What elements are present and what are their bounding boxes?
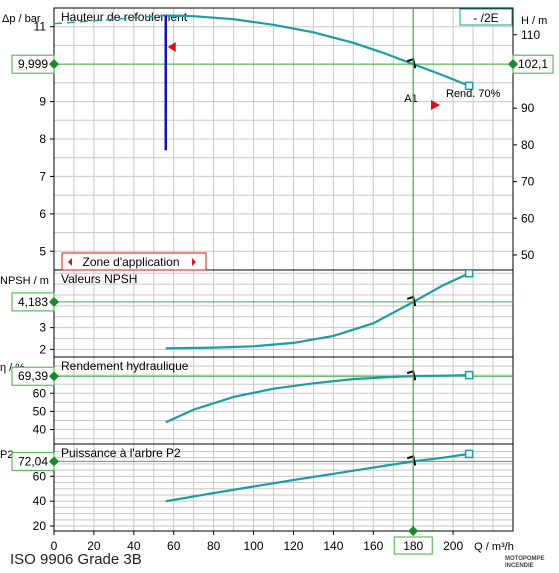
zone-box-right-arrow xyxy=(192,258,196,266)
right-readout: 102,1 xyxy=(518,57,548,71)
x-tick-label: 120 xyxy=(283,539,303,553)
panel-frame xyxy=(53,443,514,532)
x-tick-label: 0 xyxy=(51,539,58,553)
x-tick-label: 140 xyxy=(323,539,343,553)
zone-right-marker xyxy=(431,100,440,110)
x-tick-label: 100 xyxy=(244,539,264,553)
footer-standard: ISO 9906 Grade 3B xyxy=(10,551,142,568)
left-tick-label: 6 xyxy=(39,207,46,221)
left-axis-label: P2 xyxy=(0,449,13,461)
zone-label: Zone d'application xyxy=(82,255,179,269)
left-tick-label: 9 xyxy=(39,95,46,109)
zone-box-left-arrow xyxy=(68,258,72,266)
footer-brand: MOTOPOMPE INCENDIE xyxy=(505,556,545,569)
left-tick-label: 50 xyxy=(33,404,47,418)
left-readout: 9,999 xyxy=(18,57,48,71)
operating-point-axis-marker xyxy=(408,526,419,536)
readout-marker xyxy=(49,59,59,70)
x-tick-label: 40 xyxy=(127,539,141,553)
right-tick-label: 80 xyxy=(521,138,535,152)
curve-end-marker xyxy=(464,269,474,278)
left-tick-label: 7 xyxy=(39,169,46,183)
x-tick-label: 200 xyxy=(443,539,463,553)
panel-title: Puissance à l'arbre P2 xyxy=(61,446,181,460)
curve-end-marker xyxy=(464,449,474,459)
left-readout: 4,183 xyxy=(18,295,48,309)
x-readout: 180 xyxy=(403,539,423,553)
curve-npsh xyxy=(165,272,470,350)
x-readout-box xyxy=(393,536,433,555)
left-tick-label: 11 xyxy=(34,20,47,34)
right-tick-label: 90 xyxy=(521,101,535,115)
efficiency-label: Rend. 70% xyxy=(446,88,501,100)
curve-end-marker xyxy=(464,81,474,91)
right-readout-marker xyxy=(508,59,518,70)
right-tick-label: 60 xyxy=(521,211,535,225)
right-tick-label: 50 xyxy=(521,248,535,262)
right-axis-label: H / m xyxy=(521,15,547,27)
x-tick-label: 160 xyxy=(363,539,383,553)
curve-dashed-extension xyxy=(53,14,166,25)
x-axis-label: Q / m³/h xyxy=(474,541,514,553)
zone-left-marker xyxy=(167,42,176,52)
operating-point-label: A1 xyxy=(404,93,417,105)
panel-title: Valeurs NPSH xyxy=(61,272,137,286)
readout-marker xyxy=(49,371,59,382)
x-tick-label: 60 xyxy=(167,539,181,553)
curve-power xyxy=(165,452,470,503)
left-readout: 69,39 xyxy=(18,369,48,383)
panel-title: Hauteur de refoulement xyxy=(61,10,188,24)
left-tick-label: 40 xyxy=(33,423,47,437)
left-tick-label: 20 xyxy=(33,519,47,533)
panel-title: Rendement hydraulique xyxy=(61,359,189,373)
zone-box xyxy=(61,252,207,271)
readout-marker xyxy=(49,296,59,307)
left-axis-label: NPSH / m xyxy=(0,275,49,287)
left-readout: 72,04 xyxy=(18,454,48,468)
curve-efficiency xyxy=(165,374,470,424)
readout-marker xyxy=(49,456,59,467)
right-tick-label: 110 xyxy=(521,28,540,42)
left-tick-label: 2 xyxy=(39,342,46,356)
left-tick-label: 40 xyxy=(33,494,47,508)
left-tick-label: 5 xyxy=(39,244,46,258)
curve-head xyxy=(165,14,470,87)
legend-box xyxy=(459,8,513,26)
left-axis-label: Δp / bar xyxy=(2,13,41,25)
curve-end-marker xyxy=(464,370,474,380)
right-tick-label: 70 xyxy=(521,175,535,189)
left-tick-label: 8 xyxy=(39,132,46,146)
left-tick-label: 60 xyxy=(33,469,47,483)
x-tick-label: 80 xyxy=(207,539,221,553)
left-tick-label: 60 xyxy=(33,386,47,400)
x-tick-label: 20 xyxy=(87,539,101,553)
left-tick-label: 3 xyxy=(39,321,46,335)
legend-label: - /2E xyxy=(473,11,498,25)
